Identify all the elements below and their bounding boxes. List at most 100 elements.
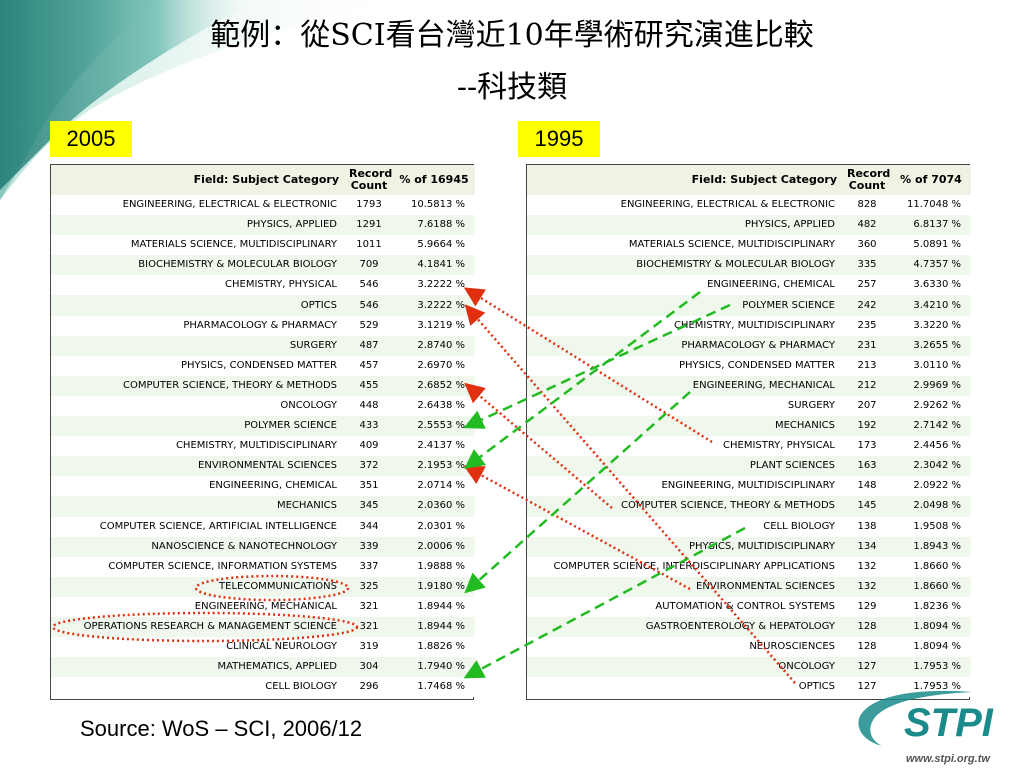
percent-cell: 3.3220 % xyxy=(891,315,971,336)
table-header-row: Field: Subject Category Record Count % o… xyxy=(51,165,475,195)
subject-category-cell: OPERATIONS RESEARCH & MANAGEMENT SCIENCE xyxy=(51,616,345,638)
table-row: COMPUTER SCIENCE, INTERDISCIPLINARY APPL… xyxy=(527,556,971,577)
record-count-cell: 1011 xyxy=(345,235,393,256)
percent-cell: 2.4137 % xyxy=(393,436,475,457)
record-count-cell: 487 xyxy=(345,335,393,356)
record-count-cell: 129 xyxy=(843,596,891,617)
table-row: PHYSICS, CONDENSED MATTER 213 3.0110 % xyxy=(527,355,971,376)
table-row: PHYSICS, CONDENSED MATTER 457 2.6970 % xyxy=(51,355,475,376)
record-count-cell: 335 xyxy=(843,255,891,276)
subject-category-cell: PHYSICS, CONDENSED MATTER xyxy=(527,355,843,376)
table-row: SURGERY 207 2.9262 % xyxy=(527,395,971,417)
subject-category-cell: OPTICS xyxy=(51,295,345,316)
header-field: Field: Subject Category xyxy=(527,165,843,195)
subject-category-cell: COMPUTER SCIENCE, INFORMATION SYSTEMS xyxy=(51,556,345,577)
stpi-logo: STPI www.stpi.org.tw xyxy=(858,690,994,765)
record-count-cell: 173 xyxy=(843,436,891,457)
subject-category-cell: COMPUTER SCIENCE, THEORY & METHODS xyxy=(51,375,345,396)
record-count-cell: 321 xyxy=(345,616,393,638)
percent-cell: 11.7048 % xyxy=(891,195,971,216)
record-count-cell: 132 xyxy=(843,576,891,597)
table-row: ENGINEERING, MECHANICAL 321 1.8944 % xyxy=(51,596,475,617)
table-row: CELL BIOLOGY 296 1.7468 % xyxy=(51,677,475,698)
table-row: COMPUTER SCIENCE, THEORY & METHODS 455 2.6… xyxy=(51,375,475,396)
subject-category-cell: POLYMER SCIENCE xyxy=(51,416,345,437)
subject-category-cell: CHEMISTRY, PHYSICAL xyxy=(51,275,345,296)
percent-cell: 2.0714 % xyxy=(393,476,475,497)
record-count-cell: 546 xyxy=(345,275,393,296)
record-count-cell: 345 xyxy=(345,496,393,517)
logo-url: www.stpi.org.tw xyxy=(906,753,991,765)
record-count-cell: 448 xyxy=(345,395,393,417)
subject-category-cell: BIOCHEMISTRY & MOLECULAR BIOLOGY xyxy=(527,255,843,276)
record-count-cell: 134 xyxy=(843,536,891,557)
percent-cell: 2.0006 % xyxy=(393,536,475,557)
record-count-cell: 372 xyxy=(345,456,393,477)
subject-category-cell: NANOSCIENCE & NANOTECHNOLOGY xyxy=(51,536,345,557)
subject-category-cell: PHYSICS, APPLIED xyxy=(51,215,345,236)
record-count-cell: 337 xyxy=(345,556,393,577)
record-count-cell: 242 xyxy=(843,295,891,316)
subject-category-cell: TELECOMMUNICATIONS xyxy=(51,576,345,597)
record-count-cell: 319 xyxy=(345,637,393,658)
record-count-cell: 546 xyxy=(345,295,393,316)
subject-category-cell: SURGERY xyxy=(51,335,345,356)
table-row: BIOCHEMISTRY & MOLECULAR BIOLOGY 335 4.735… xyxy=(527,255,971,276)
percent-cell: 3.2655 % xyxy=(891,335,971,356)
percent-cell: 1.9508 % xyxy=(891,516,971,537)
subject-category-cell: ENGINEERING, MECHANICAL xyxy=(51,596,345,617)
subject-category-cell: OPTICS xyxy=(527,677,843,698)
percent-cell: 1.8236 % xyxy=(891,596,971,617)
percent-cell: 1.8094 % xyxy=(891,637,971,658)
header-percent: % of 7074 xyxy=(891,165,971,195)
subject-category-cell: SURGERY xyxy=(527,395,843,417)
percent-cell: 2.9969 % xyxy=(891,375,971,396)
subject-category-cell: ONCOLOGY xyxy=(51,395,345,417)
subject-category-cell: CELL BIOLOGY xyxy=(527,516,843,537)
percent-cell: 2.4456 % xyxy=(891,436,971,457)
percent-cell: 6.8137 % xyxy=(891,215,971,236)
percent-cell: 2.5553 % xyxy=(393,416,475,437)
record-count-cell: 148 xyxy=(843,476,891,497)
subject-category-cell: PHYSICS, MULTIDISCIPLINARY xyxy=(527,536,843,557)
percent-cell: 1.9888 % xyxy=(393,556,475,577)
percent-cell: 2.0922 % xyxy=(891,476,971,497)
percent-cell: 2.8740 % xyxy=(393,335,475,356)
table-row: BIOCHEMISTRY & MOLECULAR BIOLOGY 709 4.184… xyxy=(51,255,475,276)
subject-category-cell: BIOCHEMISTRY & MOLECULAR BIOLOGY xyxy=(51,255,345,276)
subject-category-cell: PHARMACOLOGY & PHARMACY xyxy=(51,315,345,336)
record-count-cell: 339 xyxy=(345,536,393,557)
record-count-cell: 127 xyxy=(843,657,891,678)
percent-cell: 1.8826 % xyxy=(393,637,475,658)
subject-category-cell: ENVIRONMENTAL SCIENCES xyxy=(51,456,345,477)
header-record-count: Record Count xyxy=(345,165,393,195)
subject-category-cell: MATERIALS SCIENCE, MULTIDISCIPLINARY xyxy=(527,235,843,256)
subject-category-cell: COMPUTER SCIENCE, THEORY & METHODS xyxy=(527,496,843,517)
percent-cell: 2.6852 % xyxy=(393,375,475,396)
subject-category-cell: ENGINEERING, MECHANICAL xyxy=(527,375,843,396)
record-count-cell: 127 xyxy=(843,677,891,698)
table-row: COMPUTER SCIENCE, ARTIFICIAL INTELLIGENC… xyxy=(51,516,475,537)
table-row: GASTROENTEROLOGY & HEPATOLOGY 128 1.8094 % xyxy=(527,616,971,638)
record-count-cell: 455 xyxy=(345,375,393,396)
table-row: PHYSICS, APPLIED 482 6.8137 % xyxy=(527,215,971,236)
percent-cell: 3.1219 % xyxy=(393,315,475,336)
table-row: MECHANICS 345 2.0360 % xyxy=(51,496,475,517)
record-count-cell: 138 xyxy=(843,516,891,537)
percent-cell: 2.0498 % xyxy=(891,496,971,517)
table-row: SURGERY 487 2.8740 % xyxy=(51,335,475,356)
record-count-cell: 433 xyxy=(345,416,393,437)
subject-category-cell: ONCOLOGY xyxy=(527,657,843,678)
table-row: NEUROSCIENCES 128 1.8094 % xyxy=(527,637,971,658)
record-count-cell: 1291 xyxy=(345,215,393,236)
record-count-cell: 321 xyxy=(345,596,393,617)
table-row: PHARMACOLOGY & PHARMACY 529 3.1219 % xyxy=(51,315,475,336)
percent-cell: 1.8660 % xyxy=(891,556,971,577)
subject-category-cell: PHARMACOLOGY & PHARMACY xyxy=(527,335,843,356)
record-count-cell: 132 xyxy=(843,556,891,577)
subject-table-2005: Field: Subject Category Record Count % o… xyxy=(51,165,475,698)
record-count-cell: 828 xyxy=(843,195,891,216)
slide-title-line2: --科技類 xyxy=(456,70,568,105)
subject-category-cell: CELL BIOLOGY xyxy=(51,677,345,698)
